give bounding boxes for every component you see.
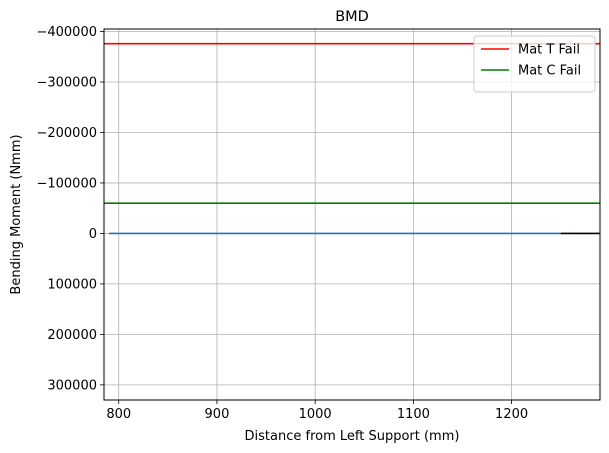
x-tick-label: 800 xyxy=(106,407,131,422)
x-tick-label: 1000 xyxy=(299,407,332,422)
x-tick-label: 900 xyxy=(205,407,230,422)
x-tick-label: 1100 xyxy=(397,407,430,422)
y-tick-label: −400000 xyxy=(36,25,97,40)
x-axis-ticks: 800 900 1000 1100 1200 xyxy=(106,400,528,422)
y-tick-label: −200000 xyxy=(36,126,97,141)
y-axis-label: Bending Moment (Nmm) xyxy=(9,134,24,294)
y-tick-label: 300000 xyxy=(47,378,97,393)
legend-label: Mat T Fail xyxy=(518,43,580,58)
plot-area-frame xyxy=(103,28,601,401)
chart-title: BMD xyxy=(335,9,369,25)
legend: Mat T Fail Mat C Fail xyxy=(473,35,596,93)
y-tick-label: −300000 xyxy=(36,76,97,91)
legend-label: Mat C Fail xyxy=(518,64,581,79)
x-tick-label: 1200 xyxy=(495,407,528,422)
y-tick-label: 0 xyxy=(89,227,97,242)
legend-box xyxy=(473,35,596,93)
x-axis-label: Distance from Left Support (mm) xyxy=(245,429,460,444)
y-tick-label: −100000 xyxy=(36,176,97,191)
y-axis-ticks: −400000 −300000 −200000 −100000 0 100000 20000… xyxy=(36,25,104,393)
y-tick-label: 100000 xyxy=(47,277,97,292)
y-tick-label: 200000 xyxy=(47,328,97,343)
